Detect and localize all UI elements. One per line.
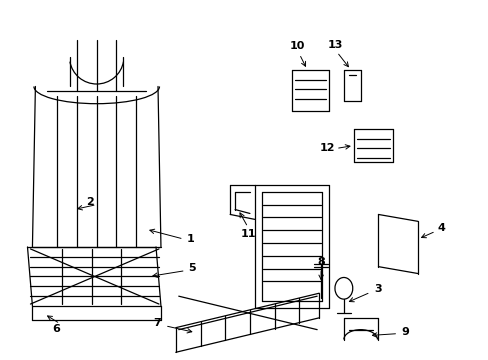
Text: 5: 5 [187,263,195,273]
Text: 10: 10 [289,41,305,51]
Text: 6: 6 [52,324,60,334]
Text: 1: 1 [186,234,194,244]
Text: 2: 2 [86,197,94,207]
Text: 11: 11 [240,229,255,239]
Text: 8: 8 [317,257,325,267]
Text: 4: 4 [437,223,445,233]
Text: 9: 9 [400,327,408,337]
Text: 13: 13 [326,40,342,50]
Text: 12: 12 [319,144,334,153]
Text: 3: 3 [374,284,382,294]
Text: 7: 7 [153,318,161,328]
